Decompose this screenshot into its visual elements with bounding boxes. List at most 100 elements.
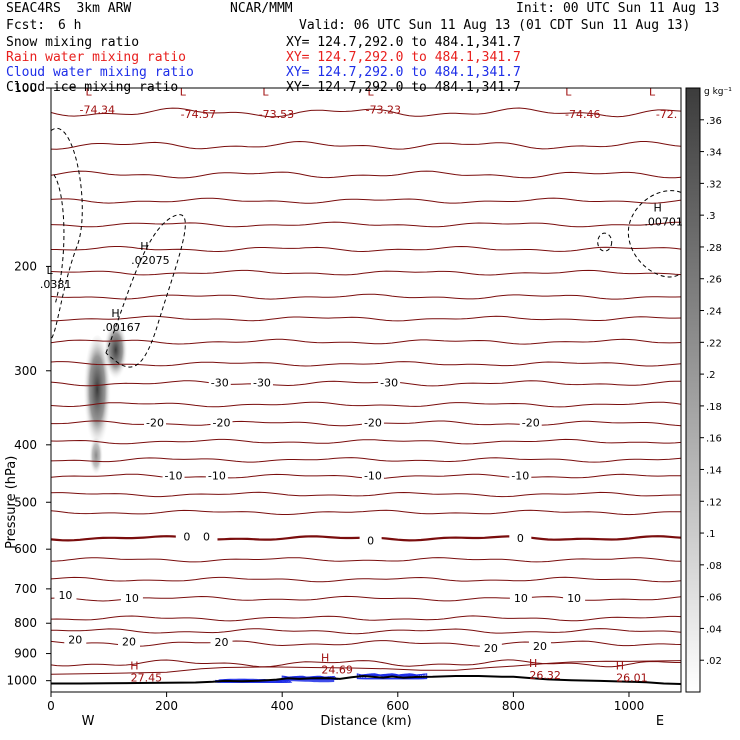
field-xy-snow: XY= 124.7,292.0 to 484.1,341.7 bbox=[286, 35, 521, 50]
temperature-contour bbox=[51, 438, 681, 445]
temperature-contour bbox=[51, 615, 681, 622]
direction-east: E bbox=[656, 714, 664, 729]
colorbar-tick-label: .16 bbox=[706, 434, 722, 445]
surface-high-marker: H bbox=[529, 657, 537, 670]
low-value: -73.23 bbox=[366, 103, 401, 116]
colorbar-bar bbox=[685, 87, 701, 693]
snow-shade-upper bbox=[103, 323, 128, 384]
temperature-contour bbox=[51, 361, 681, 367]
x-tick-label: 200 bbox=[155, 699, 178, 713]
field-xy-cloud-water: XY= 124.7,292.0 to 484.1,341.7 bbox=[286, 65, 521, 80]
low-value: -74.46 bbox=[565, 108, 600, 121]
temperature-label-bg bbox=[54, 589, 77, 602]
temperature-contour bbox=[51, 401, 681, 408]
cloud-ice-contours bbox=[51, 127, 681, 368]
ice-extremum-marker: H bbox=[111, 307, 119, 320]
forecast-label: Fcst: bbox=[6, 18, 46, 33]
low-marker: L bbox=[565, 86, 572, 99]
surface-high-marker: H bbox=[130, 659, 138, 672]
temperature-label: -10 bbox=[511, 469, 529, 482]
temperature-label: 0 bbox=[517, 532, 524, 545]
cloud-ice-contour bbox=[627, 190, 681, 278]
init-time: Init: 00 UTC Sun 11 Aug 13 bbox=[516, 1, 720, 16]
temperature-label-bg bbox=[210, 637, 233, 650]
temperature-contour bbox=[51, 576, 681, 583]
colorbar-tick-label: .06 bbox=[706, 593, 722, 604]
field-xy-cloud-ice: XY= 124.7,292.0 to 484.1,341.7 bbox=[286, 80, 521, 95]
low-marker: L bbox=[368, 86, 375, 99]
cloud-ice-contour bbox=[51, 127, 83, 340]
axes: 0 200 400 600 800 100010020030040050060070080… bbox=[4, 81, 664, 729]
colorbar-tick-label: .36 bbox=[706, 116, 722, 127]
temperature-label-bg bbox=[359, 535, 382, 548]
ice-extremum-marker: L bbox=[47, 264, 54, 277]
x-tick-label: 800 bbox=[502, 699, 525, 713]
ice-extremum-value: .02075 bbox=[131, 254, 170, 267]
ice-extremum-value: .00701 bbox=[644, 216, 683, 229]
temperature-label-bg bbox=[118, 636, 141, 649]
colorbar-tick-label: .28 bbox=[706, 243, 722, 254]
y-tick-label: 1000 bbox=[6, 674, 37, 688]
low-value: -73.53 bbox=[259, 108, 294, 121]
temperature-label-bg bbox=[378, 377, 401, 390]
temperature-label: -20 bbox=[522, 416, 540, 429]
colorbar-tick-label: .02 bbox=[706, 656, 722, 667]
plot-background bbox=[51, 88, 681, 692]
temperature-label: 0 bbox=[367, 534, 374, 547]
temperature-label: -30 bbox=[211, 376, 229, 389]
x-tick-label: 600 bbox=[386, 699, 409, 713]
temperature-label-bg bbox=[509, 592, 532, 605]
field-label-snow: Snow mixing ratio bbox=[6, 35, 140, 50]
snow-shade-tail bbox=[89, 437, 104, 478]
colorbar-tick-label: .14 bbox=[706, 465, 722, 476]
contour-labels: -30 -30 -30-20 -20 -20 -20-10 -10 -10 -100 0 0 010 1… bbox=[40, 86, 683, 685]
temperature-label-bg bbox=[563, 592, 586, 605]
temperature-contour bbox=[51, 221, 681, 228]
temperature-label-bg bbox=[208, 377, 231, 390]
field-label-cloud-water: Cloud water mixing ratio bbox=[6, 65, 194, 80]
low-value: -74.34 bbox=[80, 103, 115, 116]
colorbar: .02 .04 .06 .08 .1 .12 .14 .16 .18 .2 .22 .24 .26 .28… bbox=[685, 87, 732, 693]
temperature-label-bg bbox=[361, 470, 384, 483]
temperature-label: -20 bbox=[213, 416, 231, 429]
ice-extremum-marker: H bbox=[140, 240, 148, 253]
temperature-label: 10 bbox=[567, 592, 581, 605]
colorbar-tick-label: .2 bbox=[706, 370, 716, 381]
temperature-contour bbox=[51, 315, 681, 322]
field-label-rain: Rain water mixing ratio bbox=[6, 50, 187, 65]
colorbar-tick-label: .12 bbox=[706, 497, 722, 508]
low-marker: L bbox=[262, 86, 269, 99]
temperature-contour bbox=[51, 107, 681, 118]
ice-extremum-value: .00167 bbox=[102, 321, 141, 334]
temperature-label-bg bbox=[479, 642, 502, 655]
valid-time: Valid: 06 UTC Sun 11 Aug 13 (01 CDT Sun … bbox=[299, 18, 691, 33]
temperature-label-bg bbox=[250, 377, 273, 390]
terrain-line bbox=[51, 674, 681, 685]
field-label-cloud-ice: Cloud ice mixing ratio bbox=[6, 80, 179, 95]
cloud-ice-contour bbox=[53, 174, 65, 303]
temperature-label-bg bbox=[162, 470, 185, 483]
low-value: -72. bbox=[656, 108, 677, 121]
forecast-hour: 6 h bbox=[58, 18, 82, 33]
temperature-label: -10 bbox=[208, 469, 226, 482]
y-tick-label: 100 bbox=[14, 81, 37, 95]
temperature-label: 10 bbox=[125, 592, 139, 605]
colorbar-tick-label: .04 bbox=[706, 624, 722, 635]
surface-high-value: 24.69 bbox=[321, 664, 353, 677]
y-tick-label: 700 bbox=[14, 582, 37, 596]
snow-shading bbox=[83, 323, 128, 478]
y-tick-label: 500 bbox=[14, 495, 37, 509]
surface-high-value: 26.01 bbox=[616, 671, 648, 684]
direction-west: W bbox=[82, 714, 95, 729]
temperature-label: 10 bbox=[58, 589, 72, 602]
temperature-label-bg bbox=[509, 470, 532, 483]
center-name: NCAR/MMM bbox=[230, 1, 293, 16]
colorbar-tick-label: .32 bbox=[706, 179, 722, 190]
temperature-label: -20 bbox=[364, 416, 382, 429]
surface-high-marker: H bbox=[321, 652, 329, 665]
temperature-contour bbox=[51, 197, 681, 204]
temperature-label: -10 bbox=[165, 469, 183, 482]
y-tick-label: 900 bbox=[14, 647, 37, 661]
x-tick-label: 400 bbox=[271, 699, 294, 713]
